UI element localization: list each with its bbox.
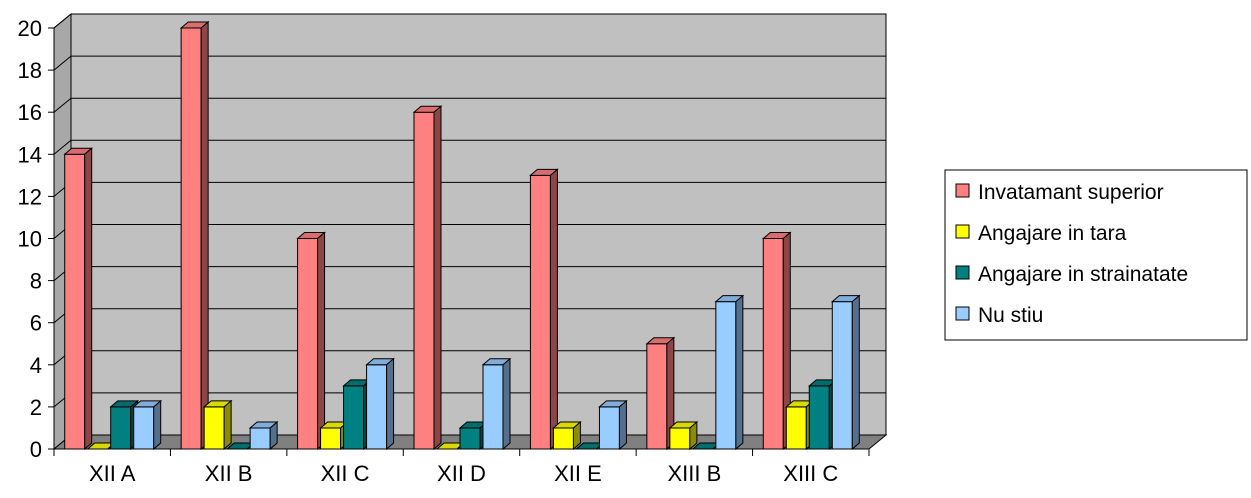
bars	[63, 20, 861, 451]
y-tick-label: 12	[18, 184, 42, 209]
y-axis-ticks: 0 2 4 6 8 10 12 14 16 18 20	[18, 16, 42, 462]
bar	[248, 420, 279, 451]
bar-side	[502, 357, 511, 451]
bar-front	[646, 343, 668, 450]
bar-front	[110, 406, 132, 450]
bar	[761, 231, 792, 451]
bar-front	[598, 406, 620, 450]
legend-swatch	[955, 265, 970, 280]
bar-front	[808, 385, 830, 450]
bar	[668, 420, 699, 451]
bar-front	[669, 427, 691, 450]
x-tick-label: XII C	[321, 461, 370, 486]
legend: Invatamant superior Angajare in tara Angaj…	[944, 169, 1248, 341]
y-tick-label: 4	[30, 353, 42, 378]
bar-front	[529, 174, 551, 450]
bar	[412, 105, 443, 451]
bar	[830, 294, 861, 451]
legend-label: Nu stiu	[978, 304, 1043, 327]
bar-front	[203, 406, 225, 450]
legend-swatch	[955, 224, 970, 239]
x-tick-label: XIII B	[667, 461, 721, 486]
y-tick-label: 14	[18, 142, 42, 167]
bar-front	[249, 427, 271, 450]
y-tick-label: 0	[30, 437, 42, 462]
bar	[645, 336, 676, 451]
bar-side	[689, 420, 698, 451]
legend-label: Invatamant superior	[978, 181, 1164, 204]
x-tick-label: XIII C	[783, 461, 838, 486]
bar	[179, 20, 210, 451]
bar-front	[552, 427, 574, 450]
chart-walls	[52, 12, 888, 451]
bar-front	[343, 385, 365, 450]
bar-side	[317, 231, 326, 451]
bar-side	[200, 20, 209, 451]
bar-side	[549, 168, 558, 451]
gridline	[53, 55, 886, 71]
bar	[296, 231, 326, 451]
bar	[202, 399, 233, 451]
bar-side	[269, 420, 278, 451]
y-tick-label: 6	[30, 311, 42, 336]
y-tick-label: 10	[18, 227, 42, 252]
gridline	[53, 13, 886, 29]
x-tick-label: XII B	[205, 461, 253, 486]
bar-front	[320, 427, 342, 450]
bar-side	[735, 294, 744, 451]
bar-front	[366, 364, 388, 450]
bar	[529, 168, 559, 451]
bar-front	[413, 111, 435, 450]
x-axis-ticks: XII A XII B XII C XII D XII E XIII B XIII C	[89, 461, 838, 486]
bar	[714, 294, 745, 451]
bar-front	[482, 364, 504, 450]
bar-front	[459, 427, 481, 450]
bar-side	[433, 105, 442, 451]
bar	[132, 399, 163, 451]
bar-front	[785, 406, 807, 450]
bar-front	[297, 238, 319, 450]
bar-front	[762, 238, 784, 450]
legend-label: Angajare in strainatate	[978, 263, 1188, 286]
bar	[481, 357, 512, 451]
y-tick-label: 2	[30, 395, 42, 420]
gridline	[53, 97, 886, 113]
bar-front	[715, 301, 737, 450]
bar-front	[64, 153, 86, 450]
bar-front	[180, 27, 202, 450]
bar-side	[223, 399, 232, 451]
legend-swatch	[955, 183, 970, 198]
bar-front	[133, 406, 155, 450]
bar-side	[386, 357, 395, 451]
legend-box	[944, 169, 1248, 341]
x-tick-label: XII D	[437, 461, 486, 486]
x-tick-label: XII A	[89, 461, 136, 486]
bar-side	[153, 399, 162, 451]
bar-side	[84, 147, 93, 451]
bar-side	[618, 399, 627, 451]
legend-label: Angajare in tara	[978, 222, 1127, 245]
y-tick-label: 20	[18, 16, 42, 41]
bar	[552, 420, 582, 451]
bar	[365, 357, 395, 451]
bar-front	[831, 301, 853, 450]
bar	[598, 399, 628, 451]
x-tick-label: XII E	[554, 461, 602, 486]
y-tick-label: 16	[18, 100, 42, 125]
bar-side	[851, 294, 860, 451]
gridline	[53, 139, 886, 155]
y-tick-label: 18	[18, 58, 42, 83]
y-tick-label: 8	[30, 269, 42, 294]
bar	[63, 147, 94, 451]
bar-side	[572, 420, 581, 451]
legend-swatch	[955, 306, 970, 321]
